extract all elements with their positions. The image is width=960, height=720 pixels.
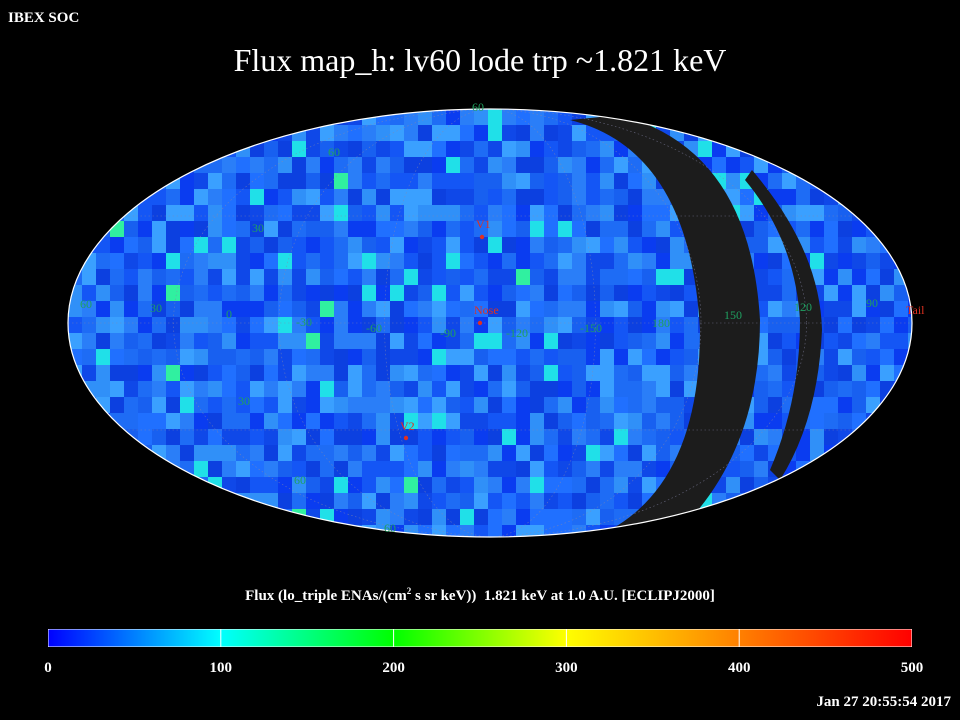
graticule: [68, 109, 912, 537]
source-label: IBEX SOC: [8, 10, 80, 26]
marker-label: Tail: [906, 303, 925, 317]
longitude-label: -90: [440, 326, 456, 340]
colorbar-tick-label: 500: [900, 660, 924, 676]
colorbar-tick-label: 0: [44, 660, 52, 676]
map-outline: [67, 108, 913, 538]
marker-label: Nose: [474, 303, 499, 317]
longitude-label: 120: [794, 300, 812, 314]
longitude-label: 30: [150, 301, 162, 315]
latitude-label: 60: [294, 473, 306, 487]
longitude-label: 180: [652, 316, 670, 330]
latitude-label: 60: [384, 521, 396, 535]
longitude-label: -30: [296, 315, 312, 329]
latitude-label: 60: [472, 100, 484, 114]
longitude-label: 90: [866, 296, 878, 310]
longitude-label: -150: [580, 321, 602, 335]
colorbar-tick-label: 300: [555, 660, 578, 676]
marker-dot: [403, 435, 409, 441]
sky-map: 60 60 30 30 60 60 60 30 0 -30 -60 -90 -120 -150 180 15…: [67, 100, 925, 538]
marker-label: V2: [400, 419, 415, 433]
colorbar: [48, 629, 912, 647]
marker-dot: [477, 320, 483, 326]
latitude-label: 30: [252, 221, 264, 235]
colorbar-tick-label: 400: [727, 660, 751, 676]
latitude-label: 60: [328, 145, 340, 159]
marker-dot: [479, 234, 485, 240]
colorbar-tick-label: 100: [209, 660, 233, 676]
colorbar-tick-label: 200: [382, 660, 405, 676]
longitude-label: -120: [506, 326, 528, 340]
marker-label: V1: [476, 217, 491, 231]
longitude-label: -60: [366, 321, 382, 335]
longitude-label: 60: [80, 297, 92, 311]
latitude-label: 30: [238, 394, 250, 408]
no-data-regions: [570, 115, 822, 530]
longitude-label: 150: [724, 308, 742, 322]
colorbar-label: Flux (lo_triple ENAs/(cm2 s sr keV)) 1.8…: [245, 586, 715, 604]
timestamp: Jan 27 20:55:54 2017: [816, 694, 951, 710]
longitude-label: 0: [226, 307, 232, 321]
map-title: Flux map_h: lv60 lode trp ~1.821 keV: [233, 42, 727, 78]
